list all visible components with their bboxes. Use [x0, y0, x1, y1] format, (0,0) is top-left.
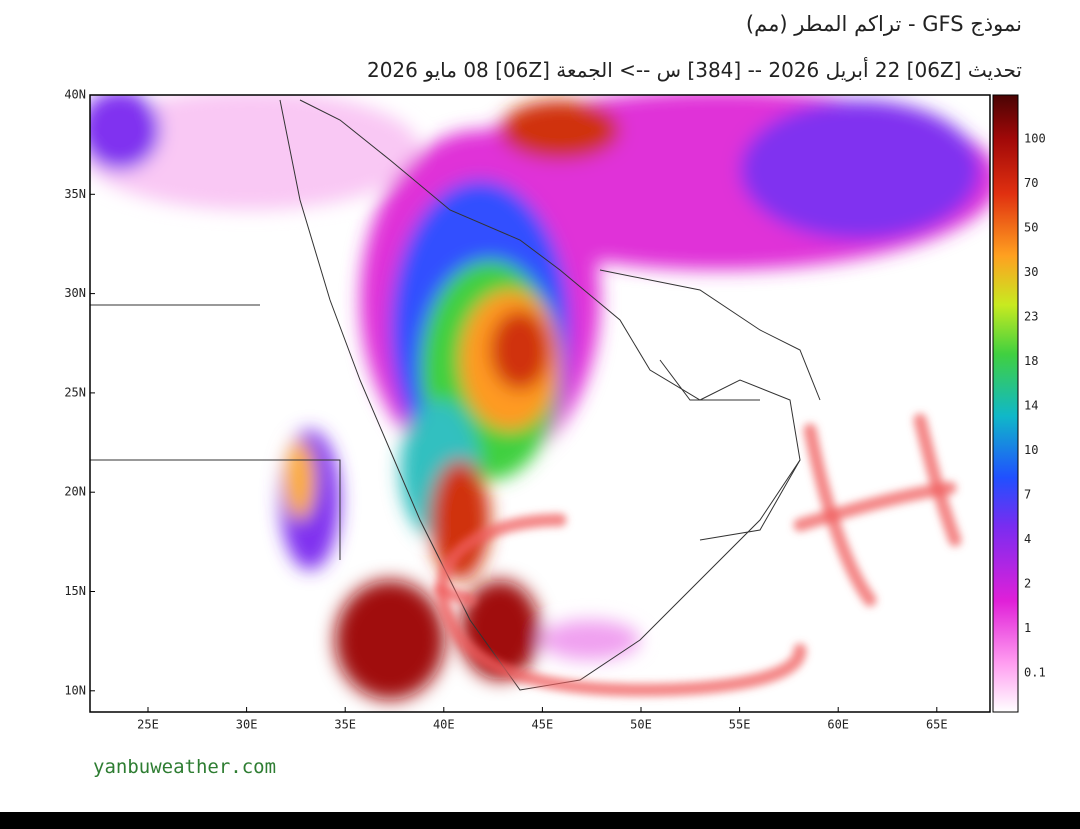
- lon-label: 40E: [433, 718, 455, 732]
- precip-field: [90, 95, 990, 712]
- colorbar-label: 50: [1024, 221, 1038, 235]
- lat-label: 35N: [64, 187, 86, 201]
- lon-label: 50E: [630, 718, 652, 732]
- colorbar-label: 10: [1024, 443, 1038, 457]
- colorbar-label: 70: [1024, 176, 1038, 190]
- colorbar: [992, 94, 1019, 713]
- lat-label: 20N: [64, 485, 86, 499]
- lon-label: 35E: [334, 718, 356, 732]
- watermark: yanbuweather.com: [93, 756, 277, 778]
- colorbar-label: 100: [1024, 132, 1046, 146]
- title: نموذج GFS - تراكم المطر (مم): [745, 12, 1022, 36]
- colorbar-label: 7: [1024, 488, 1031, 502]
- colorbar-label: 0.1: [1024, 666, 1046, 680]
- lon-label: 30E: [236, 718, 258, 732]
- lon-label: 25E: [137, 718, 159, 732]
- map-figure: 40N 35N 30N 25N 20N 15N 10N 25E 30E 35E 40E 45E 50E 5…: [64, 88, 1046, 732]
- colorbar-label: 18: [1024, 354, 1038, 368]
- lon-label: 45E: [532, 718, 554, 732]
- lat-label: 10N: [64, 683, 86, 697]
- colorbar-label: 2: [1024, 577, 1031, 591]
- colorbar-label: 1: [1024, 621, 1031, 635]
- annotation-strokes: [433, 413, 962, 697]
- lat-label: 30N: [64, 286, 86, 300]
- lat-label: 15N: [64, 584, 86, 598]
- bottom-bar: [0, 812, 1080, 829]
- colorbar-label: 14: [1024, 399, 1038, 413]
- subtitle: تحديث [06Z] 22 أبريل 2026 -- [384] س -->…: [366, 58, 1022, 82]
- lat-label: 40N: [64, 88, 86, 102]
- colorbar-label: 4: [1024, 532, 1031, 546]
- colorbar-label: 23: [1024, 310, 1038, 324]
- lon-label: 65E: [926, 718, 948, 732]
- lon-label: 60E: [827, 718, 849, 732]
- colorbar-label: 30: [1024, 265, 1038, 279]
- lat-label: 25N: [64, 385, 86, 399]
- map-frame: [89, 94, 991, 713]
- lon-label: 55E: [729, 718, 751, 732]
